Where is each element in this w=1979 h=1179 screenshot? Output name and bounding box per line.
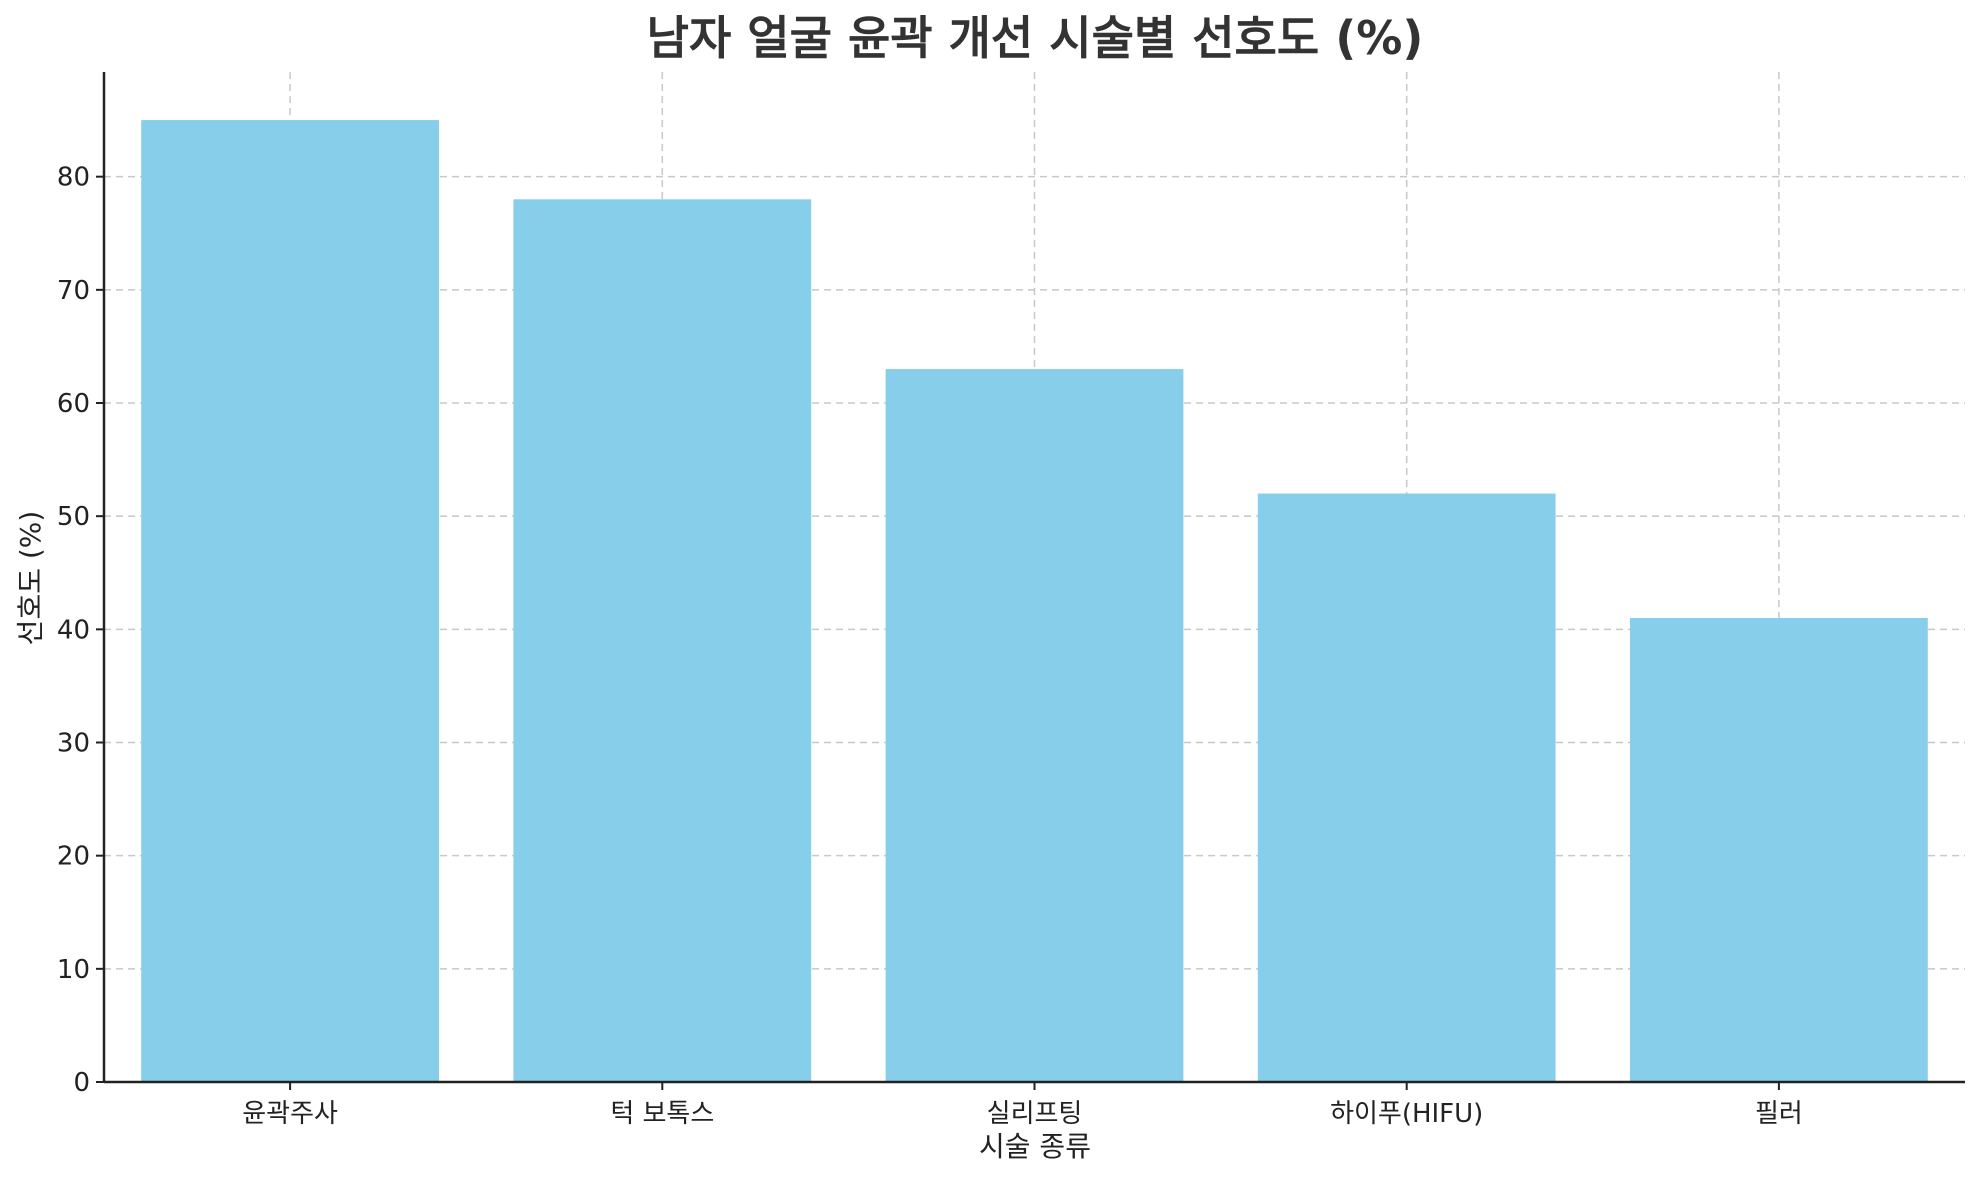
- y-tick-label: 60: [57, 389, 90, 419]
- x-tick-label: 실리프팅: [987, 1099, 1083, 1129]
- y-tick-label: 50: [57, 502, 90, 532]
- y-tick-label: 0: [73, 1068, 90, 1098]
- x-tick-label: 하이푸(HIFU): [1330, 1099, 1483, 1129]
- x-axis-label: 시술 종류: [979, 1130, 1091, 1163]
- y-tick-label: 10: [57, 955, 90, 985]
- y-tick-label: 70: [57, 276, 90, 306]
- x-tick-label: 턱 보톡스: [610, 1099, 714, 1129]
- y-tick-label: 40: [57, 615, 90, 645]
- x-ticks: 윤곽주사 턱 보톡스 실리프팅 하이푸(HIFU) 필러: [242, 1082, 1803, 1129]
- bar-3: [885, 369, 1184, 1082]
- bar-2: [513, 199, 812, 1083]
- x-tick-label: 윤곽주사: [242, 1099, 338, 1129]
- y-ticks: 0 10 20 30 40 50 60 70 80: [57, 163, 104, 1098]
- y-tick-label: 80: [57, 163, 90, 193]
- bar-5: [1630, 618, 1928, 1082]
- y-tick-label: 30: [57, 729, 90, 759]
- y-axis-label: 선호도 (%): [14, 511, 47, 646]
- bar-1: [141, 120, 439, 1083]
- bars: [141, 120, 1928, 1083]
- chart-title: 남자 얼굴 윤곽 개선 시술별 선호도 (%): [647, 11, 1424, 65]
- x-tick-label: 필러: [1755, 1099, 1803, 1129]
- y-tick-label: 20: [57, 842, 90, 872]
- bar-4: [1257, 493, 1556, 1082]
